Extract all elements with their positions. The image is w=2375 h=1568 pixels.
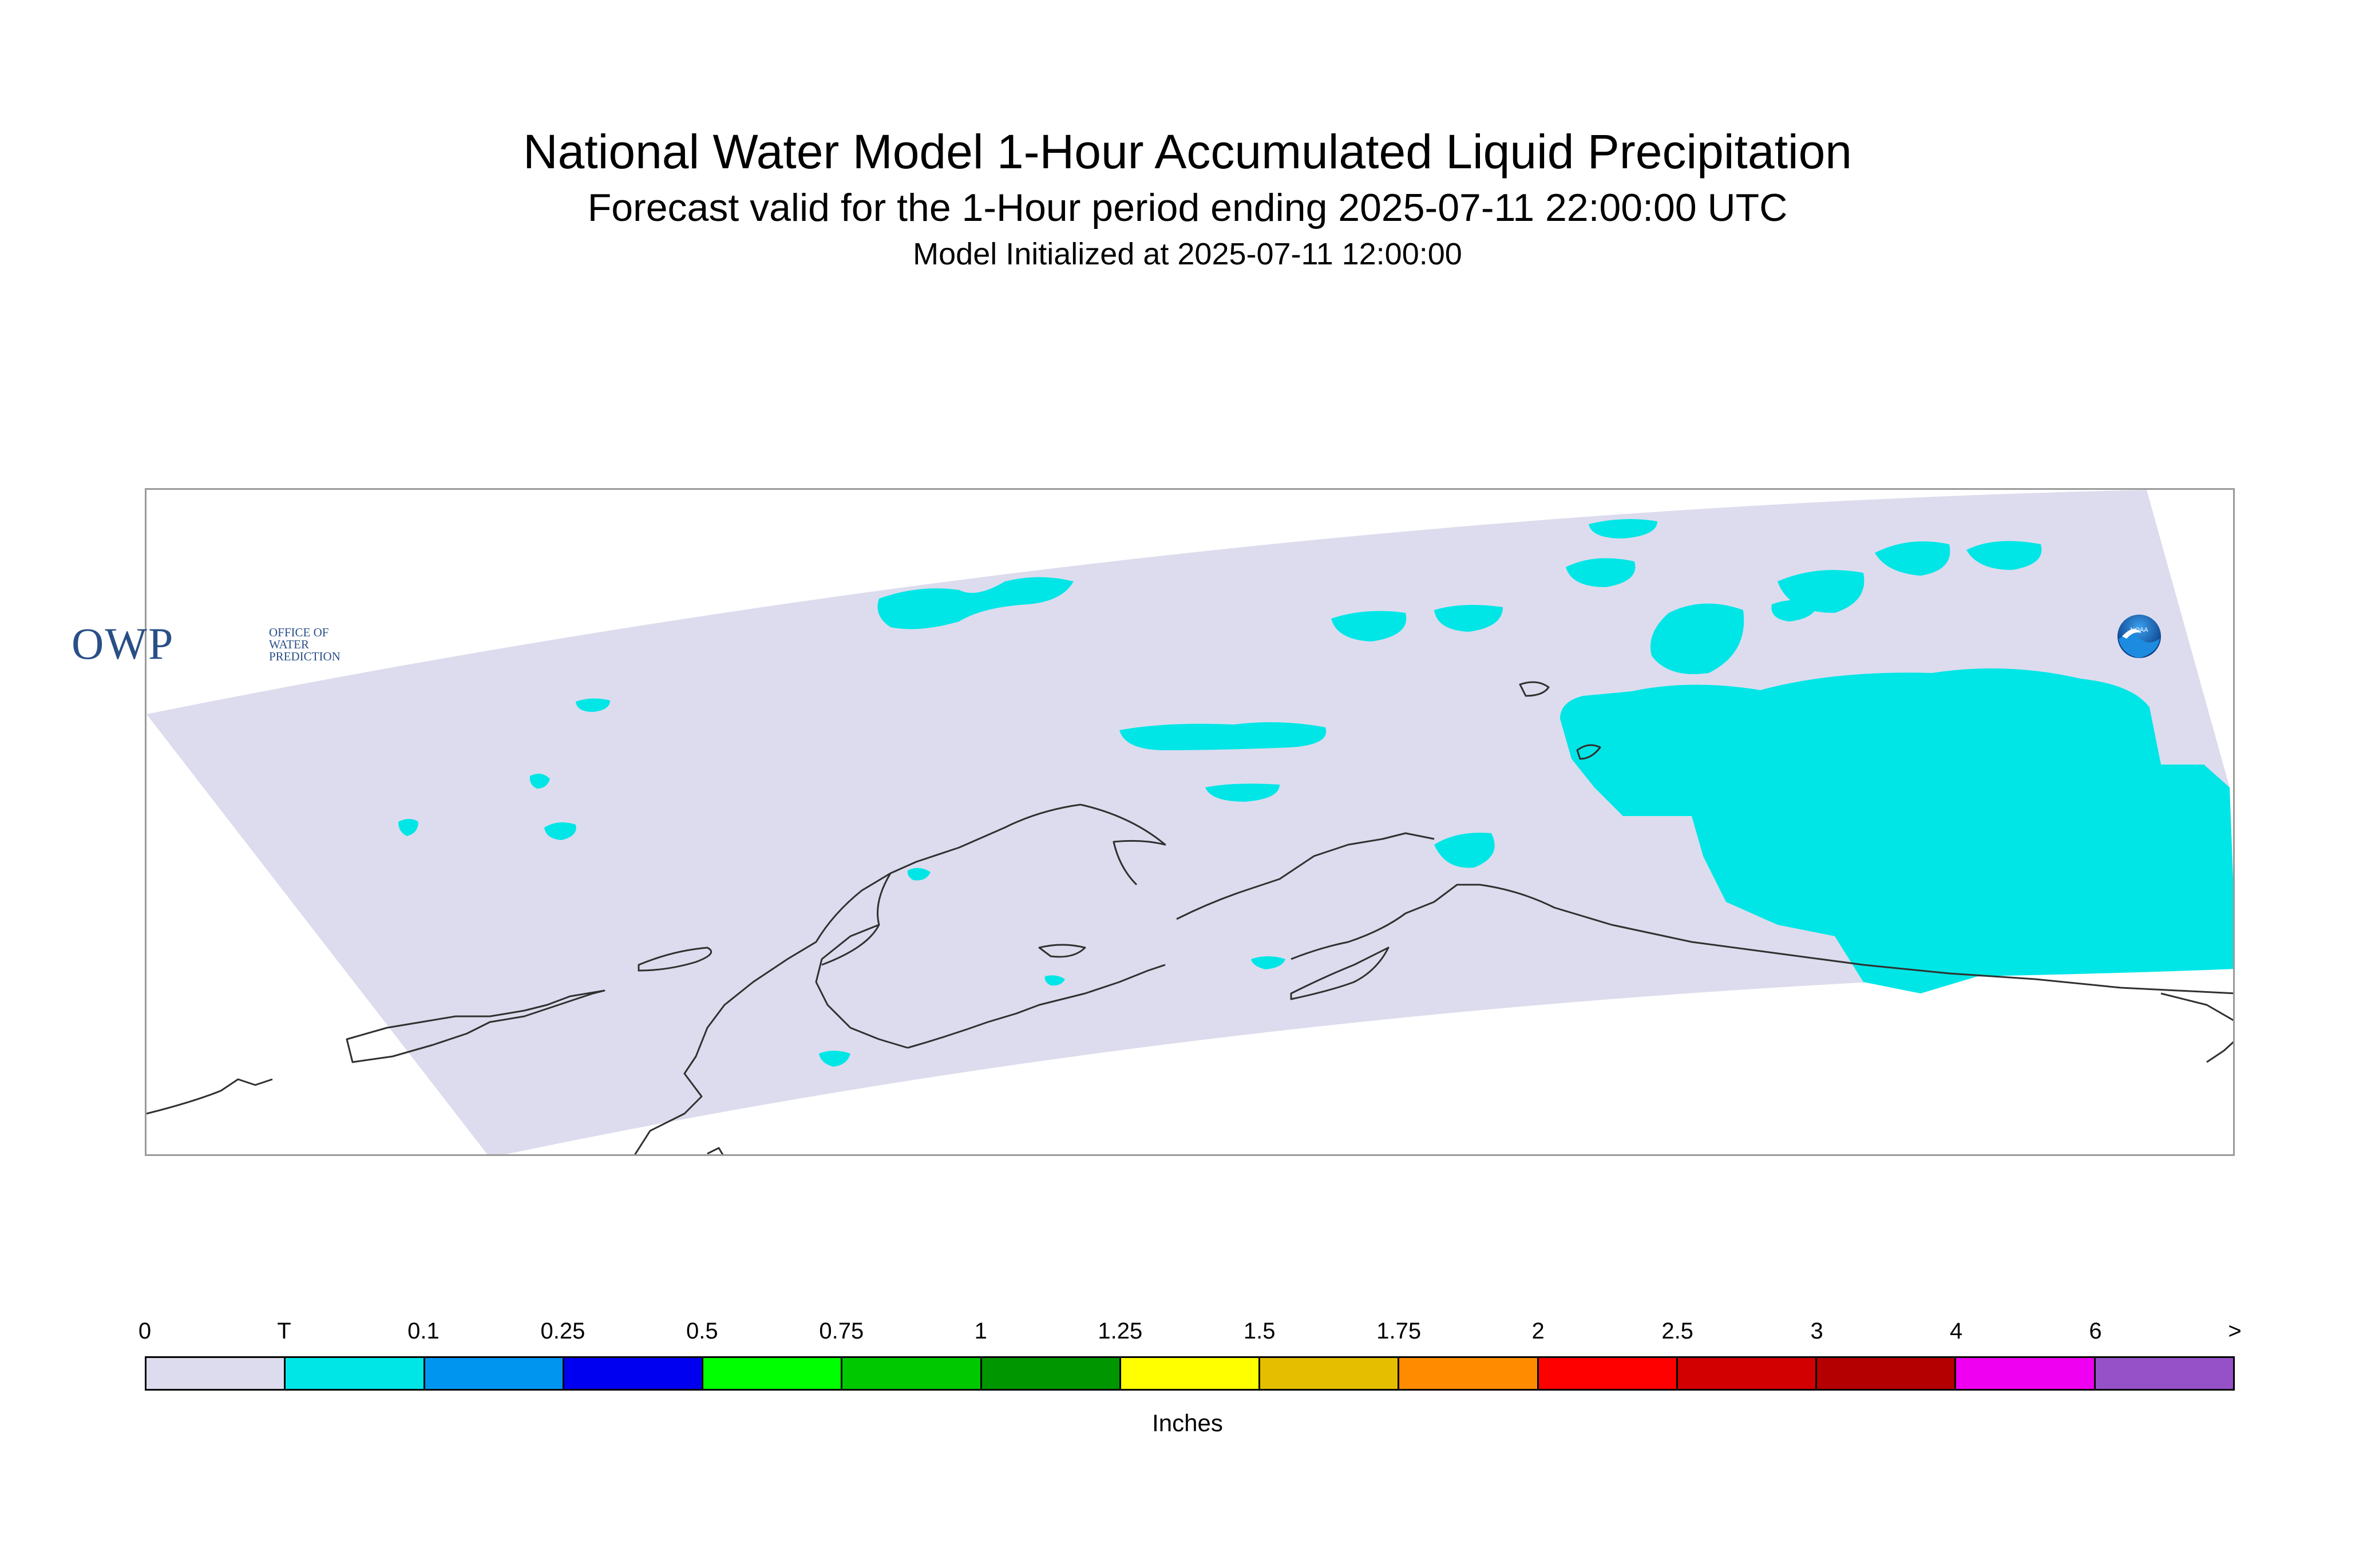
map-title: National Water Model 1-Hour Accumulated …: [522, 125, 1852, 179]
legend-tick-11: 2.5: [1661, 1318, 1693, 1344]
coastline-sound-east: [2160, 992, 2233, 1021]
legend-tick-10: 2: [1531, 1318, 1545, 1344]
precip-map: [147, 490, 2233, 1154]
precip-area-sw-1: [819, 1051, 850, 1067]
map-panel: [145, 488, 2235, 1156]
legend-tick-9: 1.75: [1376, 1318, 1422, 1344]
coastline-se-panhandle: [2206, 1041, 2233, 1063]
legend-units-label: Inches: [1152, 1409, 1223, 1436]
legend-swatch-6: [981, 1358, 1121, 1389]
precip-area-east-mass: [1560, 668, 2233, 993]
precip-area-c-2: [1331, 611, 1407, 642]
coastline-gulf: [1479, 884, 2233, 995]
legend-swatch-9: [1399, 1358, 1539, 1389]
trace-precip-areas: [398, 519, 2233, 1067]
owp-sub-line-3: PREDICTION: [269, 650, 341, 663]
noaa-logo-text: NOAA: [2130, 627, 2148, 633]
coastline-cook-inlet: [1291, 884, 1480, 960]
legend-swatch-11: [1677, 1358, 1818, 1389]
precip-area-n-5: [1566, 558, 1636, 587]
precip-area-n-2: [1650, 603, 1744, 674]
legend-swatch-10: [1538, 1358, 1678, 1389]
coastline-inner-bay: [815, 924, 908, 1049]
legend-color-bar: [145, 1356, 2235, 1391]
precip-area-ne-1: [1875, 541, 1950, 576]
legend-swatch-1: [286, 1358, 425, 1389]
precip-area-n-3: [1771, 600, 1818, 621]
precip-area-w-4: [529, 774, 550, 789]
precip-area-s-1: [1044, 975, 1065, 986]
forecast-valid-subtitle: Forecast valid for the 1-Hour period end…: [587, 186, 1788, 229]
legend-swatch-14: [2095, 1358, 2233, 1389]
legend-tick-7: 1.25: [1098, 1318, 1143, 1344]
legend-swatch-2: [425, 1358, 564, 1389]
precip-area-ne-2: [1966, 541, 2042, 570]
legend-tick-5: 0.75: [819, 1318, 864, 1344]
legend-tick-13: 4: [1949, 1318, 1963, 1344]
owp-logo-subtext: OFFICE OF WATER PREDICTION: [269, 627, 341, 663]
legend-swatch-5: [842, 1358, 982, 1389]
coastline-st-lawrence: [638, 947, 712, 972]
coastline-kenai-area: [1176, 832, 1435, 920]
owp-sub-line-1: OFFICE OF: [269, 625, 329, 639]
coastlines: [147, 681, 2233, 1154]
legend-tick-8: 1.5: [1243, 1318, 1276, 1344]
precip-area-w-2: [544, 822, 576, 840]
legend-tick-12: 3: [1810, 1318, 1823, 1344]
precip-area-w-5: [907, 868, 931, 881]
precip-area-c-3: [1119, 722, 1327, 750]
owp-sub-line-2: WATER: [269, 638, 309, 651]
coastline-norton-sound: [1080, 803, 1166, 886]
legend-tick-1: T: [277, 1318, 291, 1344]
legend-tick-6: 1: [974, 1318, 987, 1344]
legend-tick-2: 0.1: [407, 1318, 440, 1344]
legend-tick-15: >: [2228, 1318, 2242, 1344]
legend-swatch-7: [1121, 1358, 1261, 1389]
legend-tick-3: 0.25: [540, 1318, 585, 1344]
legend-tick-0: 0: [138, 1318, 152, 1344]
legend-swatch-8: [1260, 1358, 1400, 1389]
legend-tick-4: 0.5: [686, 1318, 718, 1344]
legend-tick-14: 6: [2089, 1318, 2102, 1344]
coastline-nunivak: [1038, 944, 1086, 958]
noaa-logo: NOAA: [2116, 613, 2162, 659]
coastline-alaska-peninsula: [907, 964, 1166, 1049]
precip-area-w-1: [576, 698, 610, 712]
model-init-line: Model Initialized at 2025-07-11 12:00:00: [913, 237, 1462, 271]
coastline-island-2: [1576, 744, 1601, 760]
precip-area-c-5: [1434, 833, 1495, 868]
precip-area-s-2: [1251, 956, 1285, 969]
owp-logo-text: OWP: [72, 619, 175, 668]
legend-swatch-3: [564, 1358, 704, 1389]
noaa-emblem-icon: NOAA: [2117, 615, 2161, 658]
legend-swatch-4: [703, 1358, 843, 1389]
precip-area-c-4: [1205, 783, 1280, 802]
color-legend: 0 T 0.1 0.25 0.5 0.75 1 1.25 1.5 1.75 2 2.5 3 4 6 > Inc…: [0, 1305, 2375, 1454]
coastline-chukotka: [346, 989, 605, 1063]
precip-area-w-3: [398, 819, 418, 836]
owp-logo: OWP OFFICE OF WATER PREDICTION: [72, 621, 346, 667]
legend-swatch-13: [1956, 1358, 2096, 1389]
legend-swatch-12: [1817, 1358, 1957, 1389]
coastline-kodiak: [1290, 947, 1390, 1000]
precip-area-c-1: [877, 577, 1074, 629]
coastline-mainland-west: [634, 803, 1081, 1154]
coastline-far-south-1: [707, 1147, 724, 1154]
coastline-island-1: [1519, 681, 1550, 697]
precip-area-n-4: [1434, 605, 1503, 632]
precip-area-n-6: [1589, 519, 1657, 538]
coastline-sw-mainland: [147, 1078, 273, 1115]
legend-swatch-0: [147, 1358, 286, 1389]
